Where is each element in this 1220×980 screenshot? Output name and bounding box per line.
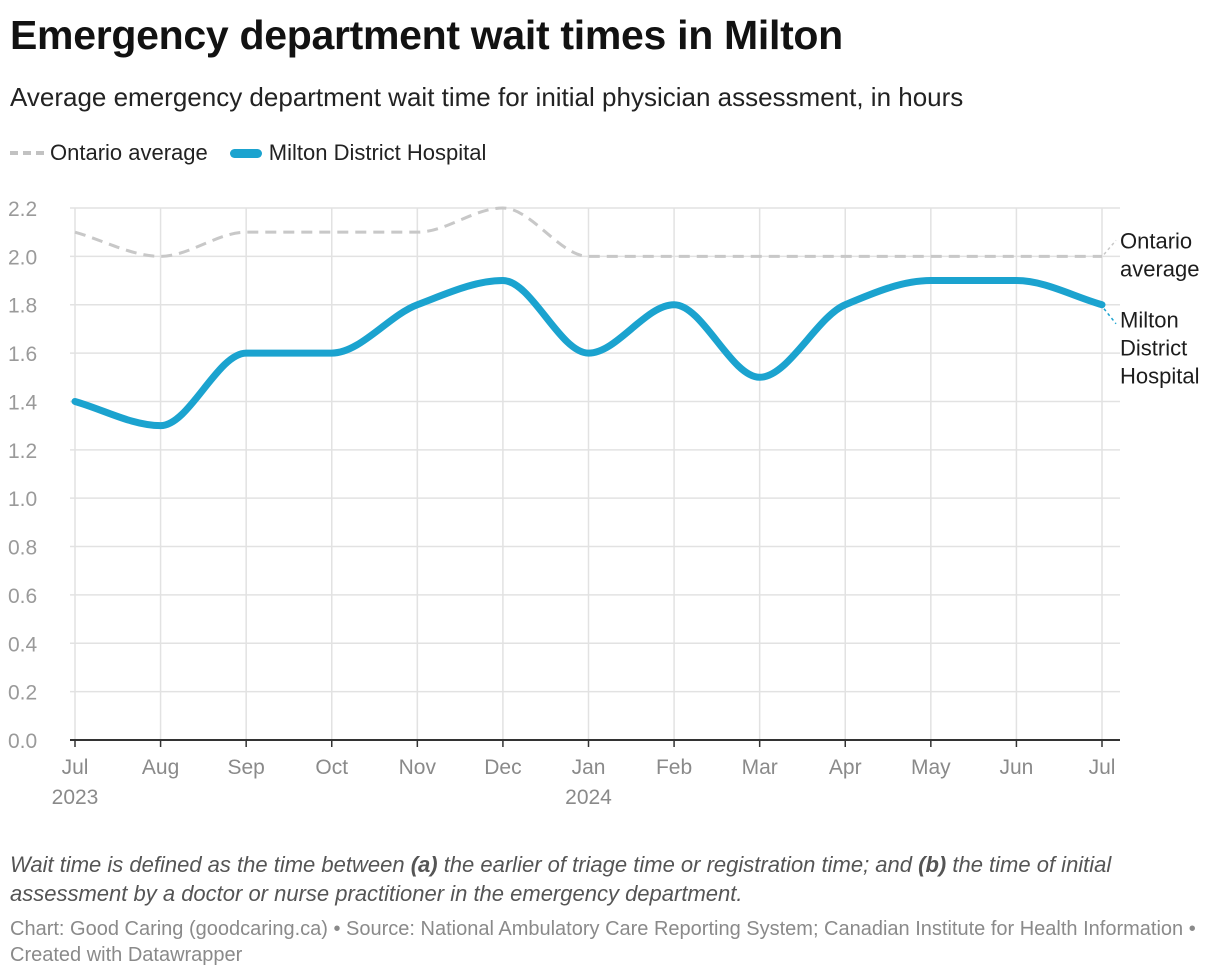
note-text-3: the time of initial assessment by a doct… <box>10 852 1112 906</box>
data-point-ontario-average <box>586 253 592 259</box>
y-tick-label: 1.0 <box>8 488 37 511</box>
x-tick-label: Mar <box>742 756 778 779</box>
x-tick-label: Jul <box>62 756 89 779</box>
legend-label-ontario-average: Ontario average <box>50 140 208 165</box>
end-label-connector-milton-district-hospital <box>1103 308 1117 325</box>
data-point-ontario-average <box>72 229 78 235</box>
data-point-milton-district-hospital <box>1099 302 1105 308</box>
x-tick-label: Sep <box>227 756 264 779</box>
x-tick-label: Jul <box>1089 756 1116 779</box>
y-tick-label: 2.2 <box>8 198 37 221</box>
data-point-ontario-average <box>842 253 848 259</box>
y-tick-label: 0.0 <box>8 730 37 753</box>
note-text-1: Wait time is defined as the time between <box>10 852 411 877</box>
end-label-milton-district-hospital: Hospital <box>1120 364 1199 389</box>
data-point-milton-district-hospital <box>414 302 420 308</box>
x-tick-label: Feb <box>656 756 692 779</box>
legend-item-milton-district-hospital: Milton District Hospital <box>229 140 487 166</box>
data-point-milton-district-hospital <box>158 423 164 429</box>
y-tick-label: 1.2 <box>8 440 37 463</box>
data-point-ontario-average <box>500 205 506 211</box>
line-chart: 0.0 0.2 0.4 0.6 0.8 1.0 1.2 1.4 1.6 1.8 2.0 2.2 Jul 2… <box>8 198 1200 809</box>
data-point-ontario-average <box>329 229 335 235</box>
legend-label-milton-district-hospital: Milton District Hospital <box>268 140 487 165</box>
data-point-ontario-average <box>671 253 677 259</box>
note-text-2: the earlier of triage time or registrati… <box>437 852 919 877</box>
data-point-milton-district-hospital <box>329 350 335 356</box>
data-point-milton-district-hospital <box>72 398 78 404</box>
data-point-milton-district-hospital <box>500 278 506 284</box>
y-tick-label: 1.8 <box>8 295 37 318</box>
x-tick-label: Jun <box>999 756 1033 779</box>
y-tick-label: 2.0 <box>8 246 37 269</box>
end-label-milton-district-hospital: District <box>1120 336 1187 361</box>
x-tick-year-label: 2024 <box>565 786 612 809</box>
y-tick-label: 1.6 <box>8 343 37 366</box>
end-label-ontario-average: average <box>1120 256 1200 281</box>
data-point-milton-district-hospital <box>586 350 592 356</box>
data-point-milton-district-hospital <box>671 302 677 308</box>
data-point-milton-district-hospital <box>842 302 848 308</box>
x-tick-label: Apr <box>829 756 862 779</box>
data-point-ontario-average <box>928 253 934 259</box>
y-tick-label: 0.8 <box>8 537 37 560</box>
data-point-ontario-average <box>414 229 420 235</box>
y-tick-label: 0.2 <box>8 682 37 705</box>
data-point-milton-district-hospital <box>928 278 934 284</box>
note-label-b: (b) <box>918 852 947 877</box>
chart-subtitle: Average emergency department wait time f… <box>10 82 964 112</box>
note-label-a: (a) <box>410 852 438 877</box>
data-point-milton-district-hospital <box>757 374 763 380</box>
series-line-milton-district-hospital <box>71 277 1106 430</box>
x-tick-label: Jan <box>572 756 606 779</box>
data-point-milton-district-hospital <box>1013 278 1019 284</box>
legend-swatch-ontario-average <box>10 151 44 155</box>
data-point-ontario-average <box>243 229 249 235</box>
y-tick-label: 1.4 <box>8 391 38 414</box>
y-tick-label: 0.6 <box>8 585 37 608</box>
chart-footer: Chart: Good Caring (goodcaring.ca) • Sou… <box>10 918 1196 966</box>
x-tick-label: May <box>911 756 951 779</box>
y-tick-label: 0.4 <box>8 633 38 656</box>
data-point-ontario-average <box>1013 253 1019 259</box>
x-tick-label: Oct <box>315 756 348 779</box>
chart-title: Emergency department wait times in Milto… <box>10 12 843 58</box>
data-point-ontario-average <box>757 253 763 259</box>
chart-note: Wait time is defined as the time between… <box>10 850 1210 908</box>
x-tick-label: Nov <box>399 756 437 779</box>
data-point-ontario-average <box>158 253 164 259</box>
x-tick-label: Aug <box>142 756 179 779</box>
end-label-milton-district-hospital: Milton <box>1120 308 1179 333</box>
legend-swatch-milton-district-hospital <box>229 148 262 158</box>
end-label-ontario-average: Ontario <box>1120 228 1192 253</box>
end-label-connector-ontario-average <box>1103 239 1117 255</box>
legend-item-ontario-average: Ontario average <box>10 140 208 166</box>
x-tick-year-label: 2023 <box>52 786 99 809</box>
data-point-milton-district-hospital <box>243 350 249 356</box>
legend: Ontario average Milton District Hospital <box>10 140 508 166</box>
x-tick-label: Dec <box>484 756 521 779</box>
